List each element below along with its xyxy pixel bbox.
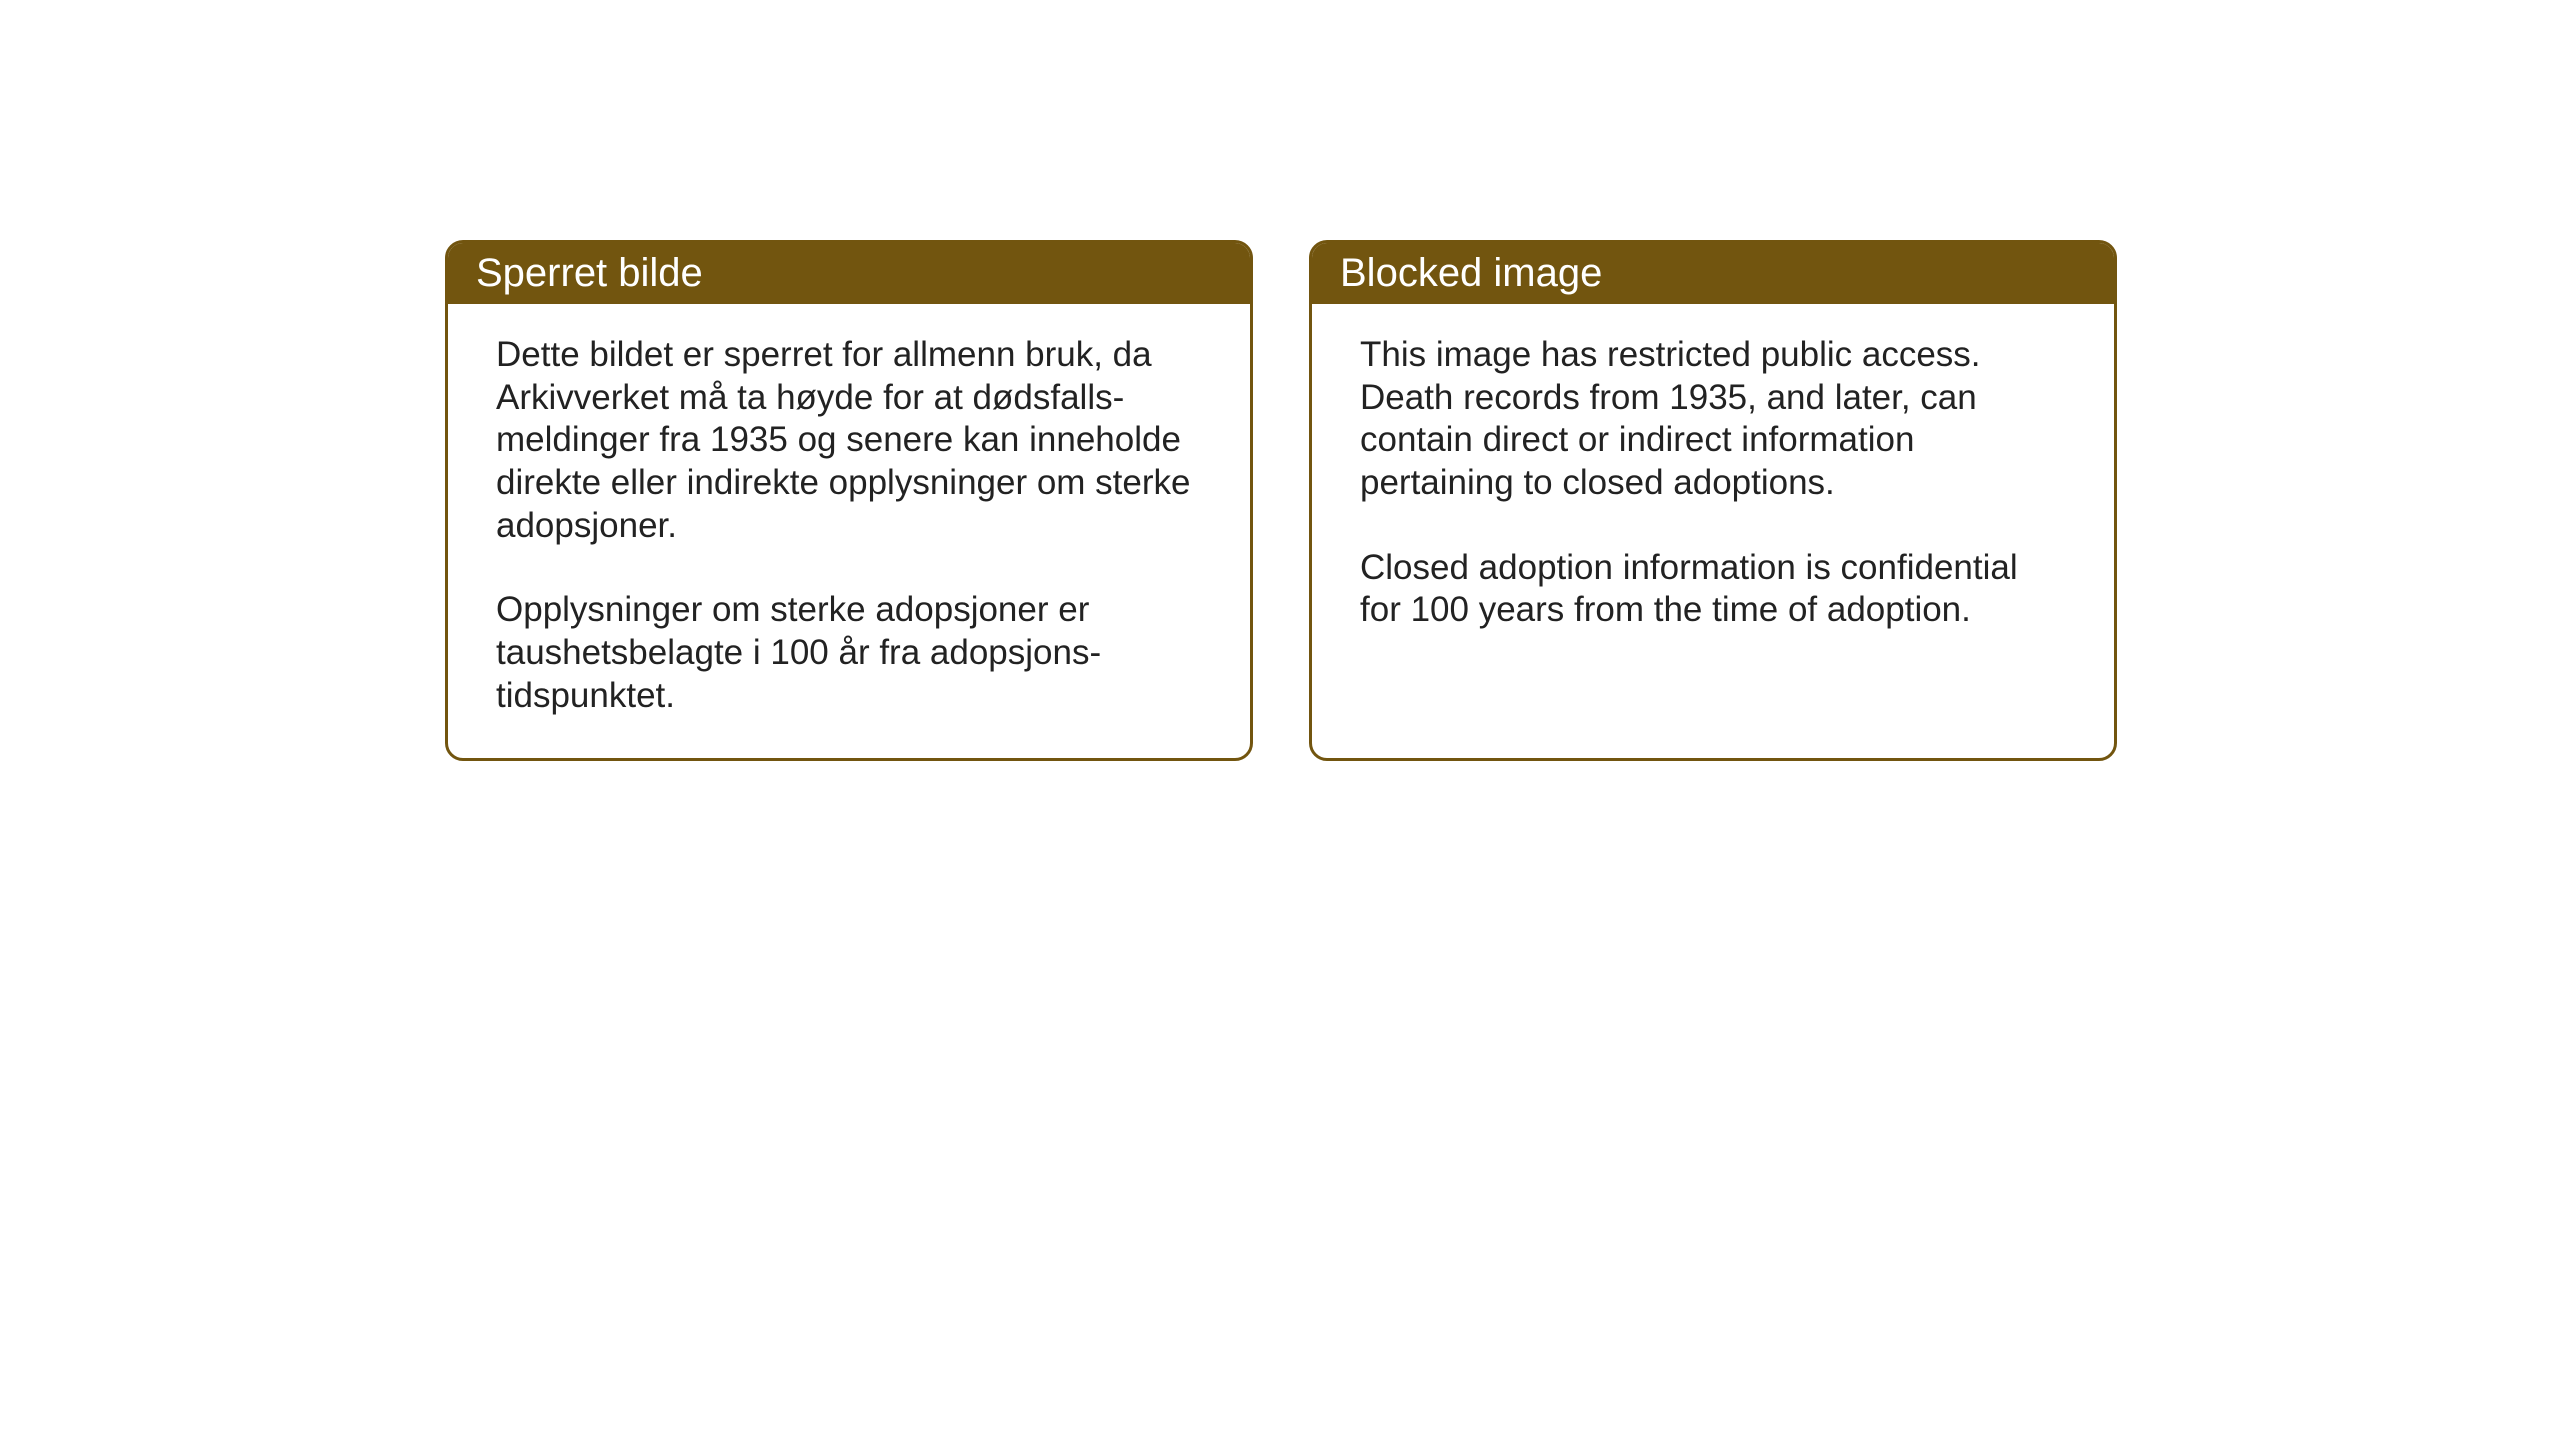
notice-header-english: Blocked image [1312,243,2114,304]
notice-body-english: This image has restricted public access.… [1312,304,2114,672]
notice-container: Sperret bilde Dette bildet er sperret fo… [445,240,2117,761]
notice-paragraph-2-english: Closed adoption information is confident… [1360,547,2066,632]
notice-paragraph-2-norwegian: Opplysninger om sterke adopsjoner er tau… [496,589,1202,717]
notice-card-norwegian: Sperret bilde Dette bildet er sperret fo… [445,240,1253,761]
notice-paragraph-1-norwegian: Dette bildet er sperret for allmenn bruk… [496,334,1202,547]
notice-card-english: Blocked image This image has restricted … [1309,240,2117,761]
notice-body-norwegian: Dette bildet er sperret for allmenn bruk… [448,304,1250,758]
notice-header-norwegian: Sperret bilde [448,243,1250,304]
notice-paragraph-1-english: This image has restricted public access.… [1360,334,2066,505]
